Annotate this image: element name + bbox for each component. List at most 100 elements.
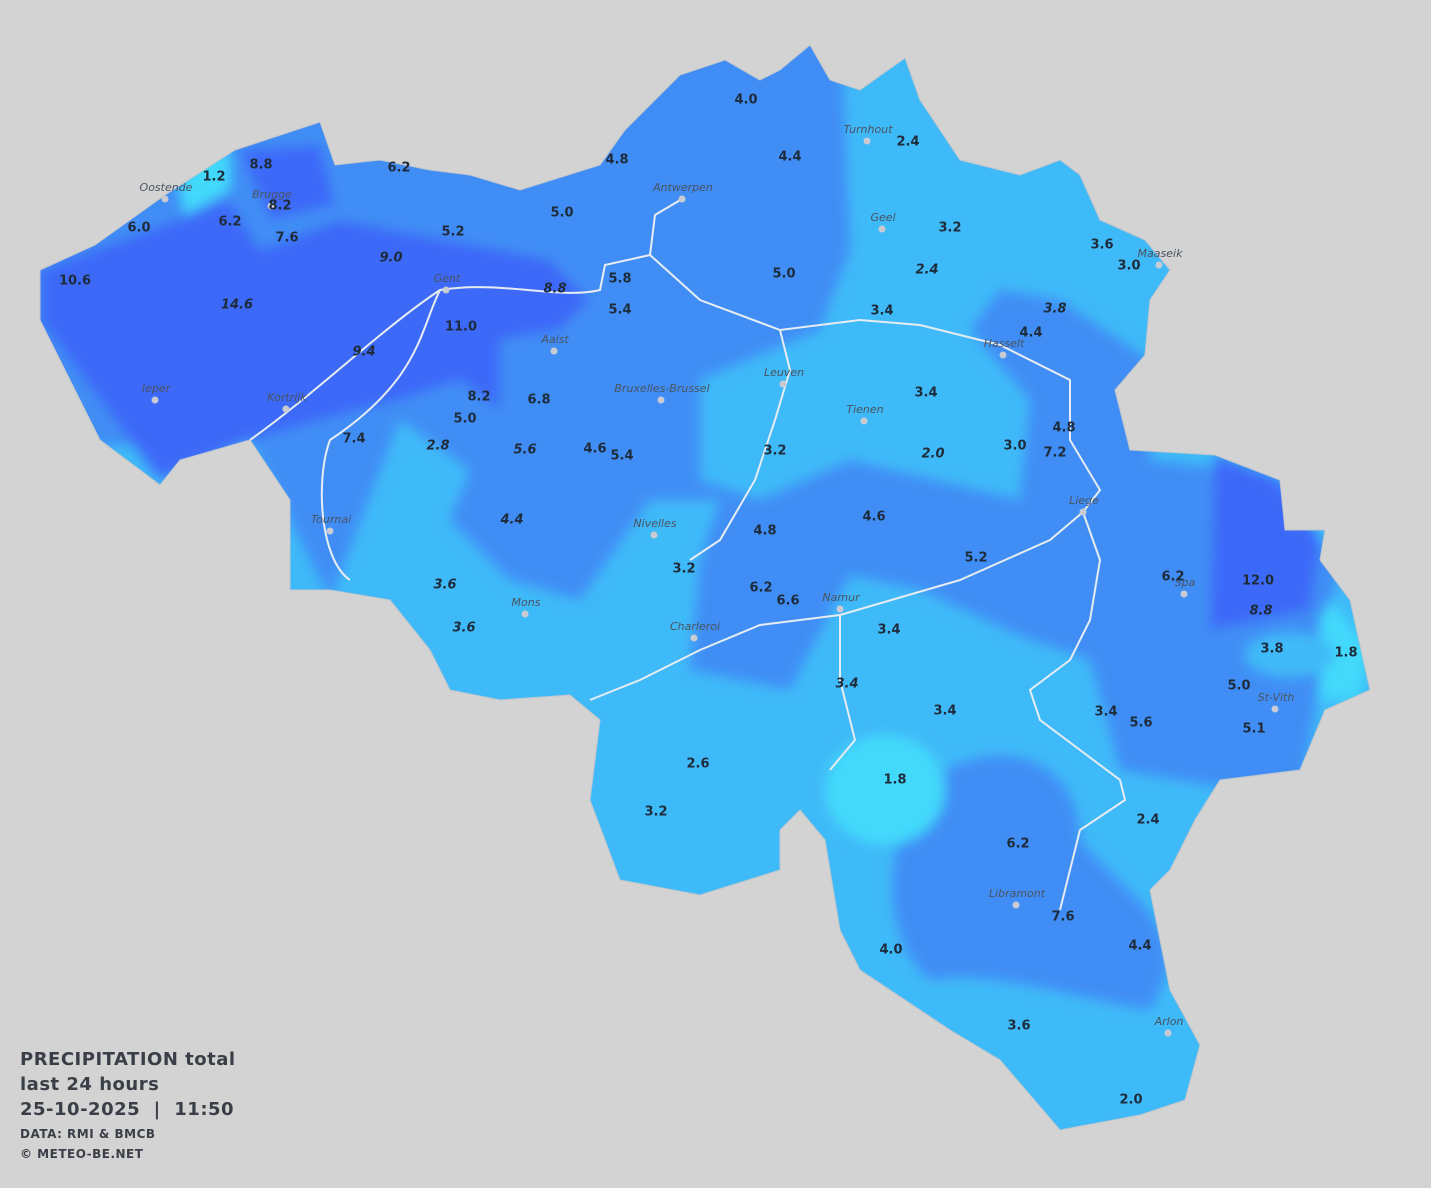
station-value: 5.0: [1227, 679, 1250, 694]
city-dot: [151, 396, 159, 404]
station-value: 5.4: [608, 303, 631, 318]
station-value: 9.4: [352, 345, 375, 360]
city-name: Leuven: [764, 366, 804, 379]
city-name: Tournai: [311, 513, 351, 526]
city-name: Aalst: [540, 333, 569, 346]
station-value: 3.0: [1117, 259, 1140, 274]
station-value: 4.4: [499, 513, 523, 528]
station-value: 3.6: [433, 578, 456, 593]
city-name: Liege: [1069, 494, 1099, 507]
station-value: 8.2: [268, 199, 291, 214]
station-value: 4.8: [605, 153, 628, 168]
city-name: Spa: [1175, 576, 1196, 589]
station-value: 5.0: [550, 206, 573, 221]
city-dot: [650, 531, 658, 539]
city-name: Arlon: [1154, 1015, 1184, 1028]
station-value: 4.0: [734, 93, 757, 108]
legend-source: DATA: RMI & BMCB: [20, 1127, 156, 1141]
city-name: Nivelles: [633, 517, 676, 530]
station-value: 3.8: [1260, 642, 1283, 657]
city-name: Mons: [512, 596, 541, 609]
station-value: 3.0: [1003, 439, 1026, 454]
city-dot: [836, 605, 844, 613]
city-name: Maaseik: [1138, 247, 1184, 260]
station-value: 1.2: [202, 170, 225, 185]
city-dot: [521, 610, 529, 618]
city-dot: [863, 137, 871, 145]
city-dot: [1012, 901, 1020, 909]
station-value: 5.8: [608, 272, 631, 287]
station-value: 2.0: [1119, 1093, 1142, 1108]
station-value: 6.2: [218, 215, 241, 230]
station-value: 4.4: [1019, 326, 1042, 341]
station-value: 3.4: [914, 386, 937, 401]
station-value: 11.0: [445, 320, 477, 335]
station-value: 4.6: [583, 442, 606, 457]
station-value: 7.4: [342, 432, 365, 447]
station-value: 1.8: [1334, 646, 1357, 661]
city-name: Turnhout: [843, 123, 893, 136]
station-value: 8.8: [1249, 604, 1272, 619]
legend-period: last 24 hours: [20, 1074, 159, 1095]
station-value: 5.0: [772, 267, 795, 282]
city-name: Namur: [822, 591, 861, 604]
station-value: 5.1: [1242, 722, 1265, 737]
station-value: 6.8: [527, 393, 550, 408]
station-value: 3.4: [877, 623, 900, 638]
station-value: 6.2: [1006, 837, 1029, 852]
rivers: [249, 198, 1127, 911]
station-value: 3.4: [835, 677, 858, 692]
station-value: 6.2: [749, 581, 772, 596]
city-name: Gent: [434, 272, 461, 285]
station-value: 1.8: [883, 773, 906, 788]
station-value: 3.2: [644, 805, 667, 820]
station-value: 4.4: [778, 150, 801, 165]
station-value: 5.4: [610, 449, 633, 464]
city-dot: [779, 380, 787, 388]
station-value: 2.4: [915, 263, 938, 278]
station-value: 3.6: [1090, 238, 1113, 253]
city-dot: [678, 195, 686, 203]
city-name: Bruxelles-Brussel: [614, 382, 709, 395]
station-value: 7.6: [1051, 910, 1074, 925]
station-value: 2.4: [1136, 813, 1159, 828]
station-value: 5.6: [1129, 716, 1152, 731]
station-value: 7.6: [275, 231, 298, 246]
city-dot: [1079, 508, 1087, 516]
station-value: 9.0: [379, 251, 402, 266]
labels: Oostende Brugge Antwerpen Turnhout Geel Maase…: [59, 93, 1358, 1108]
station-value: 2.4: [896, 135, 919, 150]
station-value: 12.0: [1242, 574, 1274, 589]
station-value: 4.8: [1052, 421, 1075, 436]
station-value: 5.2: [441, 225, 464, 240]
city-dot: [1164, 1029, 1172, 1037]
station-value: 2.6: [686, 757, 709, 772]
station-value: 3.6: [1007, 1019, 1030, 1034]
city-dot: [1155, 261, 1163, 269]
city-name: Antwerpen: [652, 181, 713, 194]
city-dot: [1271, 705, 1279, 713]
city-dot: [282, 405, 290, 413]
station-value: 3.4: [933, 704, 956, 719]
station-value: 2.8: [426, 439, 449, 454]
city-dot: [657, 396, 665, 404]
station-value: 3.8: [1043, 302, 1066, 317]
station-value: 3.6: [452, 621, 475, 636]
station-value: 6.2: [387, 161, 410, 176]
station-value: 8.8: [543, 282, 566, 297]
station-value: 8.8: [249, 158, 272, 173]
station-value: 7.2: [1043, 446, 1066, 461]
station-value: 4.6: [862, 510, 885, 525]
city-name: Tienen: [846, 403, 883, 416]
city-name: Geel: [870, 211, 895, 224]
station-value: 3.2: [763, 444, 786, 459]
city-name: Kortrijk: [267, 391, 307, 404]
station-value: 3.2: [938, 221, 961, 236]
city-dot: [550, 347, 558, 355]
station-value: 4.4: [1128, 939, 1151, 954]
city-dot: [161, 195, 169, 203]
city-dot: [1180, 590, 1188, 598]
city-dot: [442, 286, 450, 294]
station-value: 14.6: [221, 298, 253, 313]
